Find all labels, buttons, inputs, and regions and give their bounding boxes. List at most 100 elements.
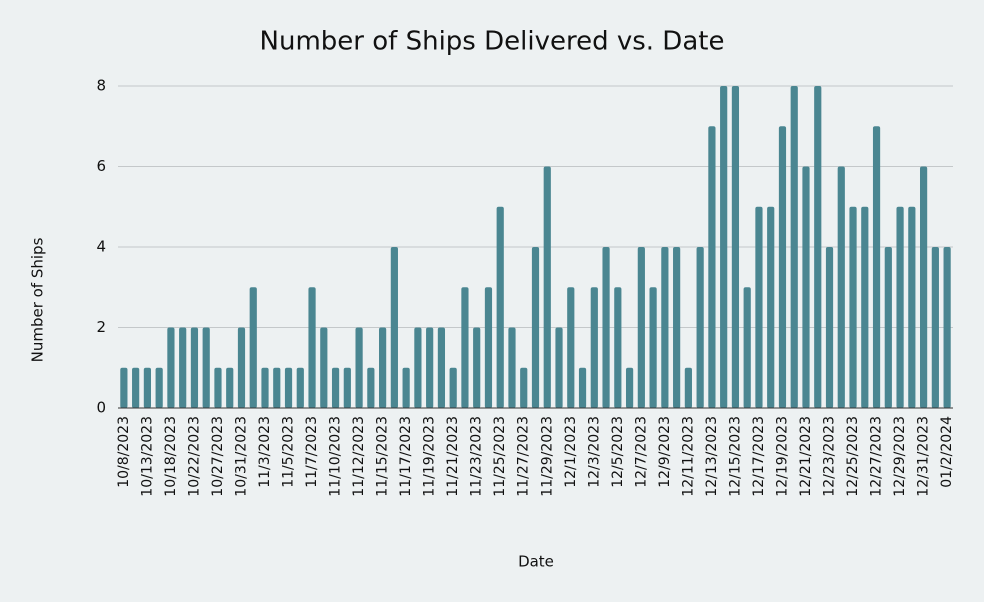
bar [684, 367, 692, 408]
bar [449, 367, 457, 408]
bar [849, 206, 857, 408]
x-tick-label: 10/13/2023 [139, 416, 155, 497]
bar [614, 287, 622, 408]
x-tick-label: 11/12/2023 [351, 416, 367, 497]
bar [484, 287, 493, 408]
x-tick-label: 12/11/2023 [680, 416, 696, 497]
y-tick-label: 6 [96, 157, 106, 175]
x-tick-label: 11/29/2023 [539, 416, 555, 497]
x-tick-label: 12/27/2023 [869, 416, 885, 497]
bar [602, 247, 610, 408]
x-tick-label: 11/17/2023 [398, 416, 414, 497]
bar [531, 247, 540, 408]
x-tick-label: 11/15/2023 [375, 416, 391, 497]
bar [202, 327, 210, 408]
bar [249, 287, 257, 408]
x-tick-label: 10/27/2023 [210, 416, 226, 497]
bar [320, 327, 328, 408]
x-tick-label: 12/7/2023 [633, 416, 649, 488]
bar [802, 166, 810, 408]
bar [825, 247, 834, 408]
x-tick-label: 10/31/2023 [233, 416, 249, 497]
bar [308, 287, 316, 408]
x-tick-label: 12/19/2023 [774, 416, 790, 497]
bar [908, 206, 916, 408]
x-tick-label: 12/17/2023 [751, 416, 767, 497]
bar [496, 206, 504, 408]
bar [426, 327, 434, 408]
bar [931, 247, 939, 408]
bar [437, 327, 446, 408]
y-tick-label: 0 [96, 399, 106, 417]
chart-title: Number of Ships Delivered vs. Date [260, 27, 725, 57]
bar [167, 327, 175, 408]
bar [390, 247, 398, 408]
x-tick-label: 12/23/2023 [822, 416, 838, 497]
x-tick-label: 11/5/2023 [281, 416, 297, 488]
x-tick-label: 12/1/2023 [563, 416, 579, 488]
bar [343, 367, 351, 408]
bar [919, 166, 928, 408]
bar [237, 327, 246, 408]
bar [331, 367, 340, 408]
bar [120, 367, 128, 408]
y-tick-label: 4 [96, 238, 106, 256]
x-tick-label: 01/2/2024 [939, 416, 955, 488]
x-tick-label: 12/3/2023 [586, 416, 602, 488]
bar [743, 287, 751, 408]
bar [508, 327, 516, 408]
bar [190, 327, 199, 408]
x-tick-label: 11/21/2023 [445, 416, 461, 497]
bar [143, 367, 152, 408]
bar [720, 86, 728, 408]
bar [896, 206, 904, 408]
x-axis-label: Date [518, 553, 554, 571]
bar [414, 327, 422, 408]
x-tick-label: 12/21/2023 [798, 416, 814, 497]
bar [578, 367, 587, 408]
y-tick-label: 8 [96, 77, 106, 95]
bar [273, 367, 281, 408]
bar [155, 367, 163, 408]
bar [696, 247, 704, 408]
bar [214, 367, 222, 408]
bar [284, 367, 293, 408]
bar [649, 287, 657, 408]
bar [767, 206, 775, 408]
bar [872, 126, 881, 408]
x-tick-label: 12/9/2023 [657, 416, 673, 488]
x-tick-label: 12/13/2023 [704, 416, 720, 497]
bar [755, 206, 763, 408]
x-tick-label: 10/18/2023 [163, 416, 179, 497]
x-tick-label: 10/8/2023 [116, 416, 132, 488]
x-tick-label: 11/3/2023 [257, 416, 273, 488]
bar [555, 327, 563, 408]
bar [778, 126, 787, 408]
bar [661, 247, 669, 408]
bar [790, 86, 798, 408]
bar [814, 86, 822, 408]
bar [402, 367, 410, 408]
x-tick-label: 12/5/2023 [610, 416, 626, 488]
bar [355, 327, 363, 408]
bar [543, 166, 551, 408]
x-tick-label: 11/7/2023 [304, 416, 320, 488]
bar [625, 367, 634, 408]
x-tick-label: 11/19/2023 [422, 416, 438, 497]
bar [296, 367, 304, 408]
bar [132, 367, 140, 408]
x-tick-label: 12/25/2023 [845, 416, 861, 497]
bar [637, 247, 645, 408]
bar [884, 247, 892, 408]
x-tick-label: 11/25/2023 [492, 416, 508, 497]
x-tick-label: 12/15/2023 [727, 416, 743, 497]
bar [226, 367, 234, 408]
bar [461, 287, 469, 408]
y-tick-label: 2 [96, 318, 106, 336]
x-tick-label: 11/23/2023 [469, 416, 485, 497]
bar [590, 287, 598, 408]
bar [473, 327, 481, 408]
bar [520, 367, 528, 408]
bar [708, 126, 716, 408]
x-tick-label: 12/31/2023 [916, 416, 932, 497]
